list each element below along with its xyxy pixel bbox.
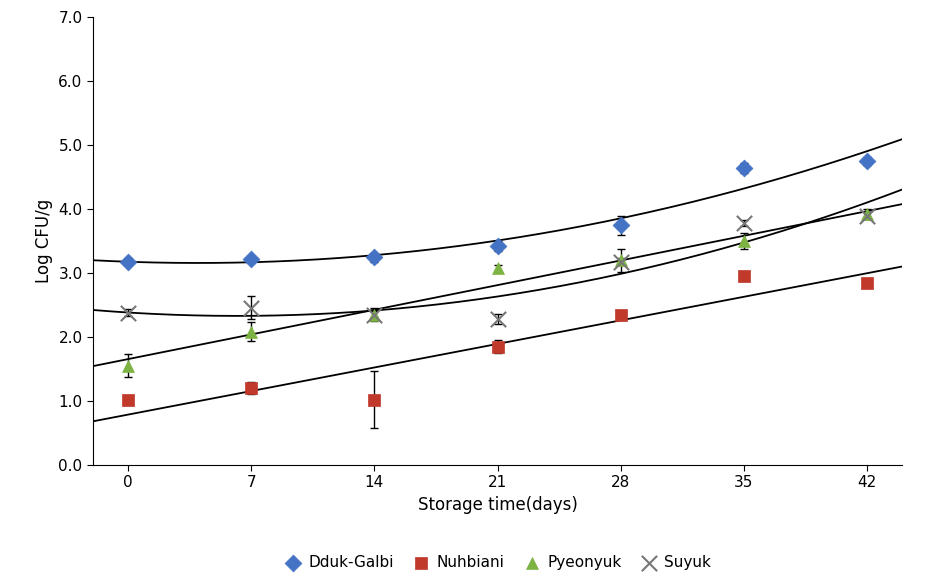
Pyeonyuk <box>367 310 382 320</box>
Dduk-Galbi <box>613 221 628 230</box>
Suyuk <box>490 314 505 324</box>
Nuhbiani <box>490 342 505 351</box>
Y-axis label: Log CFU/g: Log CFU/g <box>34 199 53 284</box>
Nuhbiani <box>859 278 874 288</box>
Suyuk <box>121 308 136 317</box>
Nuhbiani <box>367 395 382 404</box>
Suyuk <box>367 310 382 320</box>
Pyeonyuk <box>859 210 874 219</box>
Pyeonyuk <box>244 327 259 336</box>
Dduk-Galbi <box>244 254 259 264</box>
Nuhbiani <box>121 395 136 404</box>
Suyuk <box>859 211 874 220</box>
Nuhbiani <box>737 272 751 281</box>
Nuhbiani <box>244 383 259 393</box>
Pyeonyuk <box>737 236 751 246</box>
Pyeonyuk <box>490 263 505 272</box>
Suyuk <box>244 303 259 312</box>
Nuhbiani <box>613 310 628 320</box>
Pyeonyuk <box>613 256 628 265</box>
Dduk-Galbi <box>121 257 136 266</box>
Legend: Dduk-Galbi, Nuhbiani, Pyeonyuk, Suyuk: Dduk-Galbi, Nuhbiani, Pyeonyuk, Suyuk <box>278 548 717 576</box>
Dduk-Galbi <box>367 253 382 262</box>
Dduk-Galbi <box>737 163 751 173</box>
Dduk-Galbi <box>490 242 505 251</box>
Pyeonyuk <box>121 361 136 371</box>
Suyuk <box>737 218 751 228</box>
Suyuk <box>613 257 628 266</box>
X-axis label: Storage time(days): Storage time(days) <box>418 496 578 514</box>
Dduk-Galbi <box>859 157 874 166</box>
